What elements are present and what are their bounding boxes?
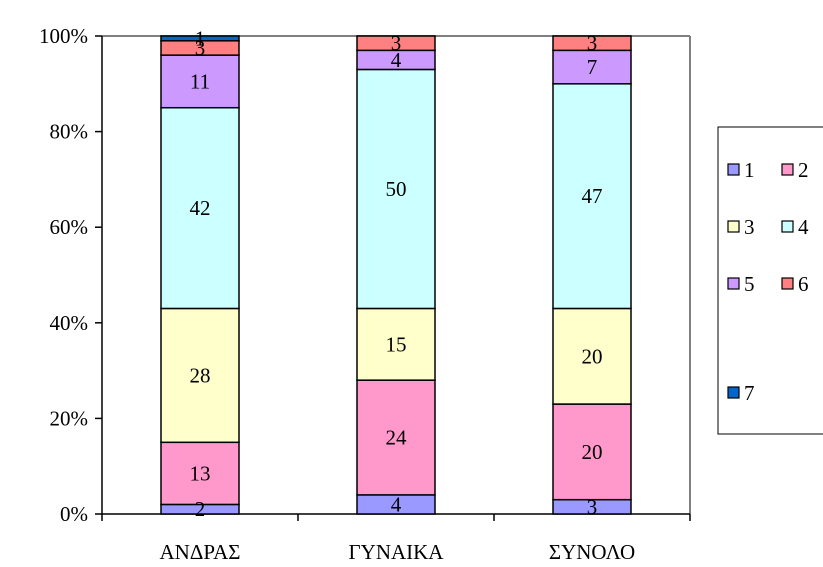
legend-swatch-3	[728, 221, 739, 232]
legend-swatch-6	[782, 278, 793, 289]
y-tick-label: 60%	[50, 215, 89, 239]
data-label: 47	[582, 184, 603, 208]
legend-swatch-2	[782, 164, 793, 175]
legend-label: 5	[744, 272, 755, 296]
y-tick-label: 20%	[50, 406, 89, 430]
legend-swatch-5	[728, 278, 739, 289]
data-label: 50	[386, 177, 407, 201]
data-label: 13	[190, 461, 211, 485]
data-label: 20	[582, 440, 603, 464]
legend-swatch-7	[728, 387, 739, 398]
legend: 1 2 3 4 5 6 7	[718, 127, 823, 434]
y-tick-label: 0%	[60, 502, 88, 526]
data-label: 7	[587, 55, 598, 79]
data-label: 1	[195, 26, 206, 50]
data-label: 20	[582, 344, 603, 368]
category-label: ΑΝΔΡΑΣ	[160, 540, 241, 564]
data-label: 42	[190, 196, 211, 220]
data-label: 15	[386, 332, 407, 356]
y-tick-label: 100%	[39, 24, 88, 48]
data-label: 4	[391, 492, 402, 516]
y-tick-label: 80%	[50, 120, 89, 144]
legend-swatch-4	[782, 221, 793, 232]
legend-swatch-1	[728, 164, 739, 175]
legend-label: 7	[744, 381, 755, 405]
x-axis: ΑΝΔΡΑΣ ΓΥΝΑΙΚΑ ΣΥΝΟΛΟ	[102, 514, 690, 564]
legend-label: 1	[744, 158, 755, 182]
category-label: ΣΥΝΟΛΟ	[549, 540, 635, 564]
data-label: 2	[195, 497, 206, 521]
data-label: 3	[587, 31, 598, 55]
legend-label: 6	[798, 272, 809, 296]
data-label: 11	[190, 69, 210, 93]
data-label: 3	[587, 495, 598, 519]
data-label: 28	[190, 363, 211, 387]
category-label: ΓΥΝΑΙΚΑ	[349, 540, 445, 564]
legend-label: 2	[798, 158, 809, 182]
data-label: 24	[386, 426, 408, 450]
y-tick-label: 40%	[50, 311, 89, 335]
legend-label: 3	[744, 215, 755, 239]
legend-label: 4	[798, 215, 809, 239]
data-label: 3	[391, 31, 402, 55]
